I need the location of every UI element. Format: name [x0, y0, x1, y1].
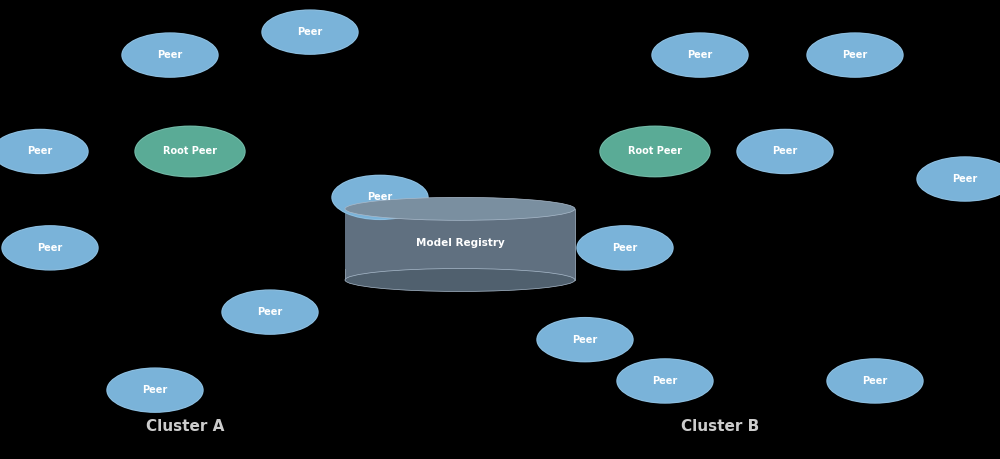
Text: Peer: Peer	[142, 385, 168, 395]
Text: Peer: Peer	[652, 376, 678, 386]
Text: Peer: Peer	[842, 50, 868, 60]
Text: Cluster B: Cluster B	[681, 419, 759, 434]
Circle shape	[537, 318, 633, 362]
Circle shape	[107, 368, 203, 412]
Circle shape	[222, 290, 318, 334]
Text: Root Peer: Root Peer	[628, 146, 682, 157]
Circle shape	[807, 33, 903, 77]
Text: Peer: Peer	[772, 146, 798, 157]
FancyBboxPatch shape	[345, 209, 575, 280]
Circle shape	[577, 226, 673, 270]
Text: Peer: Peer	[952, 174, 978, 184]
Circle shape	[652, 33, 748, 77]
Text: Peer: Peer	[157, 50, 183, 60]
Text: Peer: Peer	[572, 335, 598, 345]
Ellipse shape	[345, 269, 575, 291]
Text: Peer: Peer	[862, 376, 888, 386]
Ellipse shape	[345, 197, 575, 220]
Text: Peer: Peer	[612, 243, 638, 253]
Circle shape	[600, 126, 710, 177]
Text: Peer: Peer	[27, 146, 53, 157]
Circle shape	[122, 33, 218, 77]
Text: Peer: Peer	[297, 27, 323, 37]
Circle shape	[737, 129, 833, 174]
Text: Peer: Peer	[257, 307, 283, 317]
Text: Peer: Peer	[37, 243, 63, 253]
Text: Peer: Peer	[687, 50, 713, 60]
Circle shape	[135, 126, 245, 177]
Text: Peer: Peer	[367, 192, 393, 202]
Circle shape	[2, 226, 98, 270]
Circle shape	[262, 10, 358, 54]
Text: Cluster A: Cluster A	[146, 419, 224, 434]
Text: Root Peer: Root Peer	[163, 146, 217, 157]
FancyBboxPatch shape	[345, 209, 575, 269]
Circle shape	[917, 157, 1000, 201]
Circle shape	[0, 129, 88, 174]
Circle shape	[332, 175, 428, 219]
Text: Model Registry: Model Registry	[416, 238, 504, 248]
Circle shape	[827, 359, 923, 403]
Circle shape	[617, 359, 713, 403]
